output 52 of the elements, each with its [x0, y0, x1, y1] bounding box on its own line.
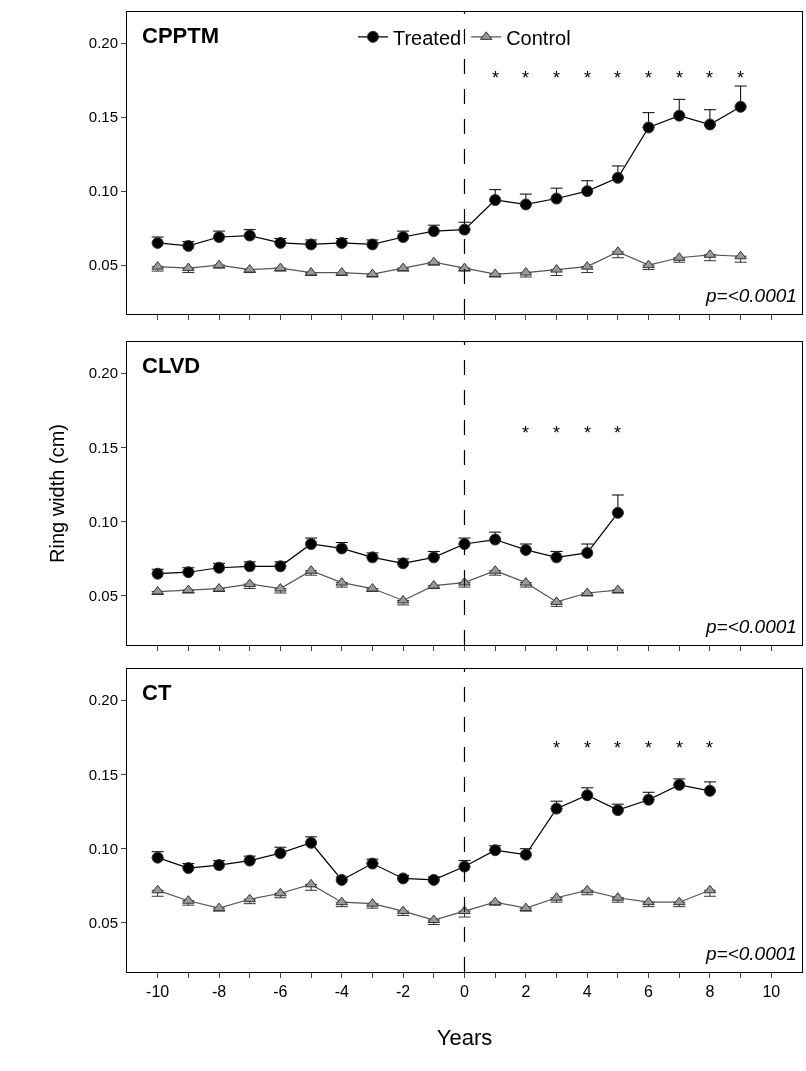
annotation: p=<0.0001	[705, 616, 797, 637]
annotation: *	[645, 68, 653, 88]
x-axis-title: Years	[436, 1025, 493, 1051]
x-tick-label: 6	[644, 983, 654, 1001]
annotation: *	[676, 738, 684, 758]
x-tick-label: -8	[211, 983, 227, 1001]
x-tick-label: 0	[460, 983, 470, 1001]
y-tick-label: 0.10	[88, 512, 118, 530]
annotation: *	[737, 68, 745, 88]
x-tick-label: 10	[762, 983, 781, 1001]
y-tick-label: 0.10	[88, 839, 118, 857]
legend-label: Control	[506, 26, 571, 49]
annotation: *	[614, 68, 622, 88]
x-tick-label: 8	[705, 983, 715, 1001]
text: CLVD	[142, 353, 201, 378]
text: CPPTM	[142, 23, 219, 48]
annotation: *	[584, 738, 592, 758]
x-tick-label: -10	[146, 983, 170, 1001]
annotation: *	[706, 68, 714, 88]
x-tick-label: 4	[582, 983, 592, 1001]
annotation: *	[553, 423, 561, 443]
annotation: *	[676, 68, 684, 88]
annotation: *	[522, 423, 530, 443]
annotation: *	[614, 738, 622, 758]
y-tick-label: 0.05	[88, 256, 118, 274]
annotation: *	[522, 68, 530, 88]
text: CT	[142, 680, 172, 705]
y-tick-label: 0.15	[88, 438, 118, 456]
y-tick-label: 0.20	[88, 34, 118, 52]
y-tick-label: 0.20	[88, 364, 118, 382]
annotation: p=<0.0001	[705, 943, 797, 964]
x-tick-label: 2	[521, 983, 531, 1001]
y-tick-label: 0.15	[88, 108, 118, 126]
y-tick-label: 0.10	[88, 182, 118, 200]
annotation: *	[706, 738, 714, 758]
x-tick-label: -4	[334, 983, 349, 1001]
legend-label: Treated	[392, 26, 462, 49]
x-tick-label: -2	[396, 983, 411, 1001]
annotation: *	[645, 738, 653, 758]
annotation: *	[553, 68, 561, 88]
y-tick-label: 0.05	[88, 914, 118, 932]
annotation: *	[584, 68, 592, 88]
y-axis-title: Ring width (cm)	[46, 424, 69, 563]
annotation: *	[584, 423, 592, 443]
annotation: p=<0.0001	[705, 285, 797, 306]
x-tick-label: -6	[273, 983, 288, 1001]
y-tick-label: 0.20	[88, 691, 118, 709]
annotation: *	[553, 738, 561, 758]
annotation: *	[614, 423, 622, 443]
annotation: *	[492, 68, 500, 88]
y-tick-label: 0.05	[88, 587, 118, 605]
y-tick-label: 0.15	[88, 765, 118, 783]
